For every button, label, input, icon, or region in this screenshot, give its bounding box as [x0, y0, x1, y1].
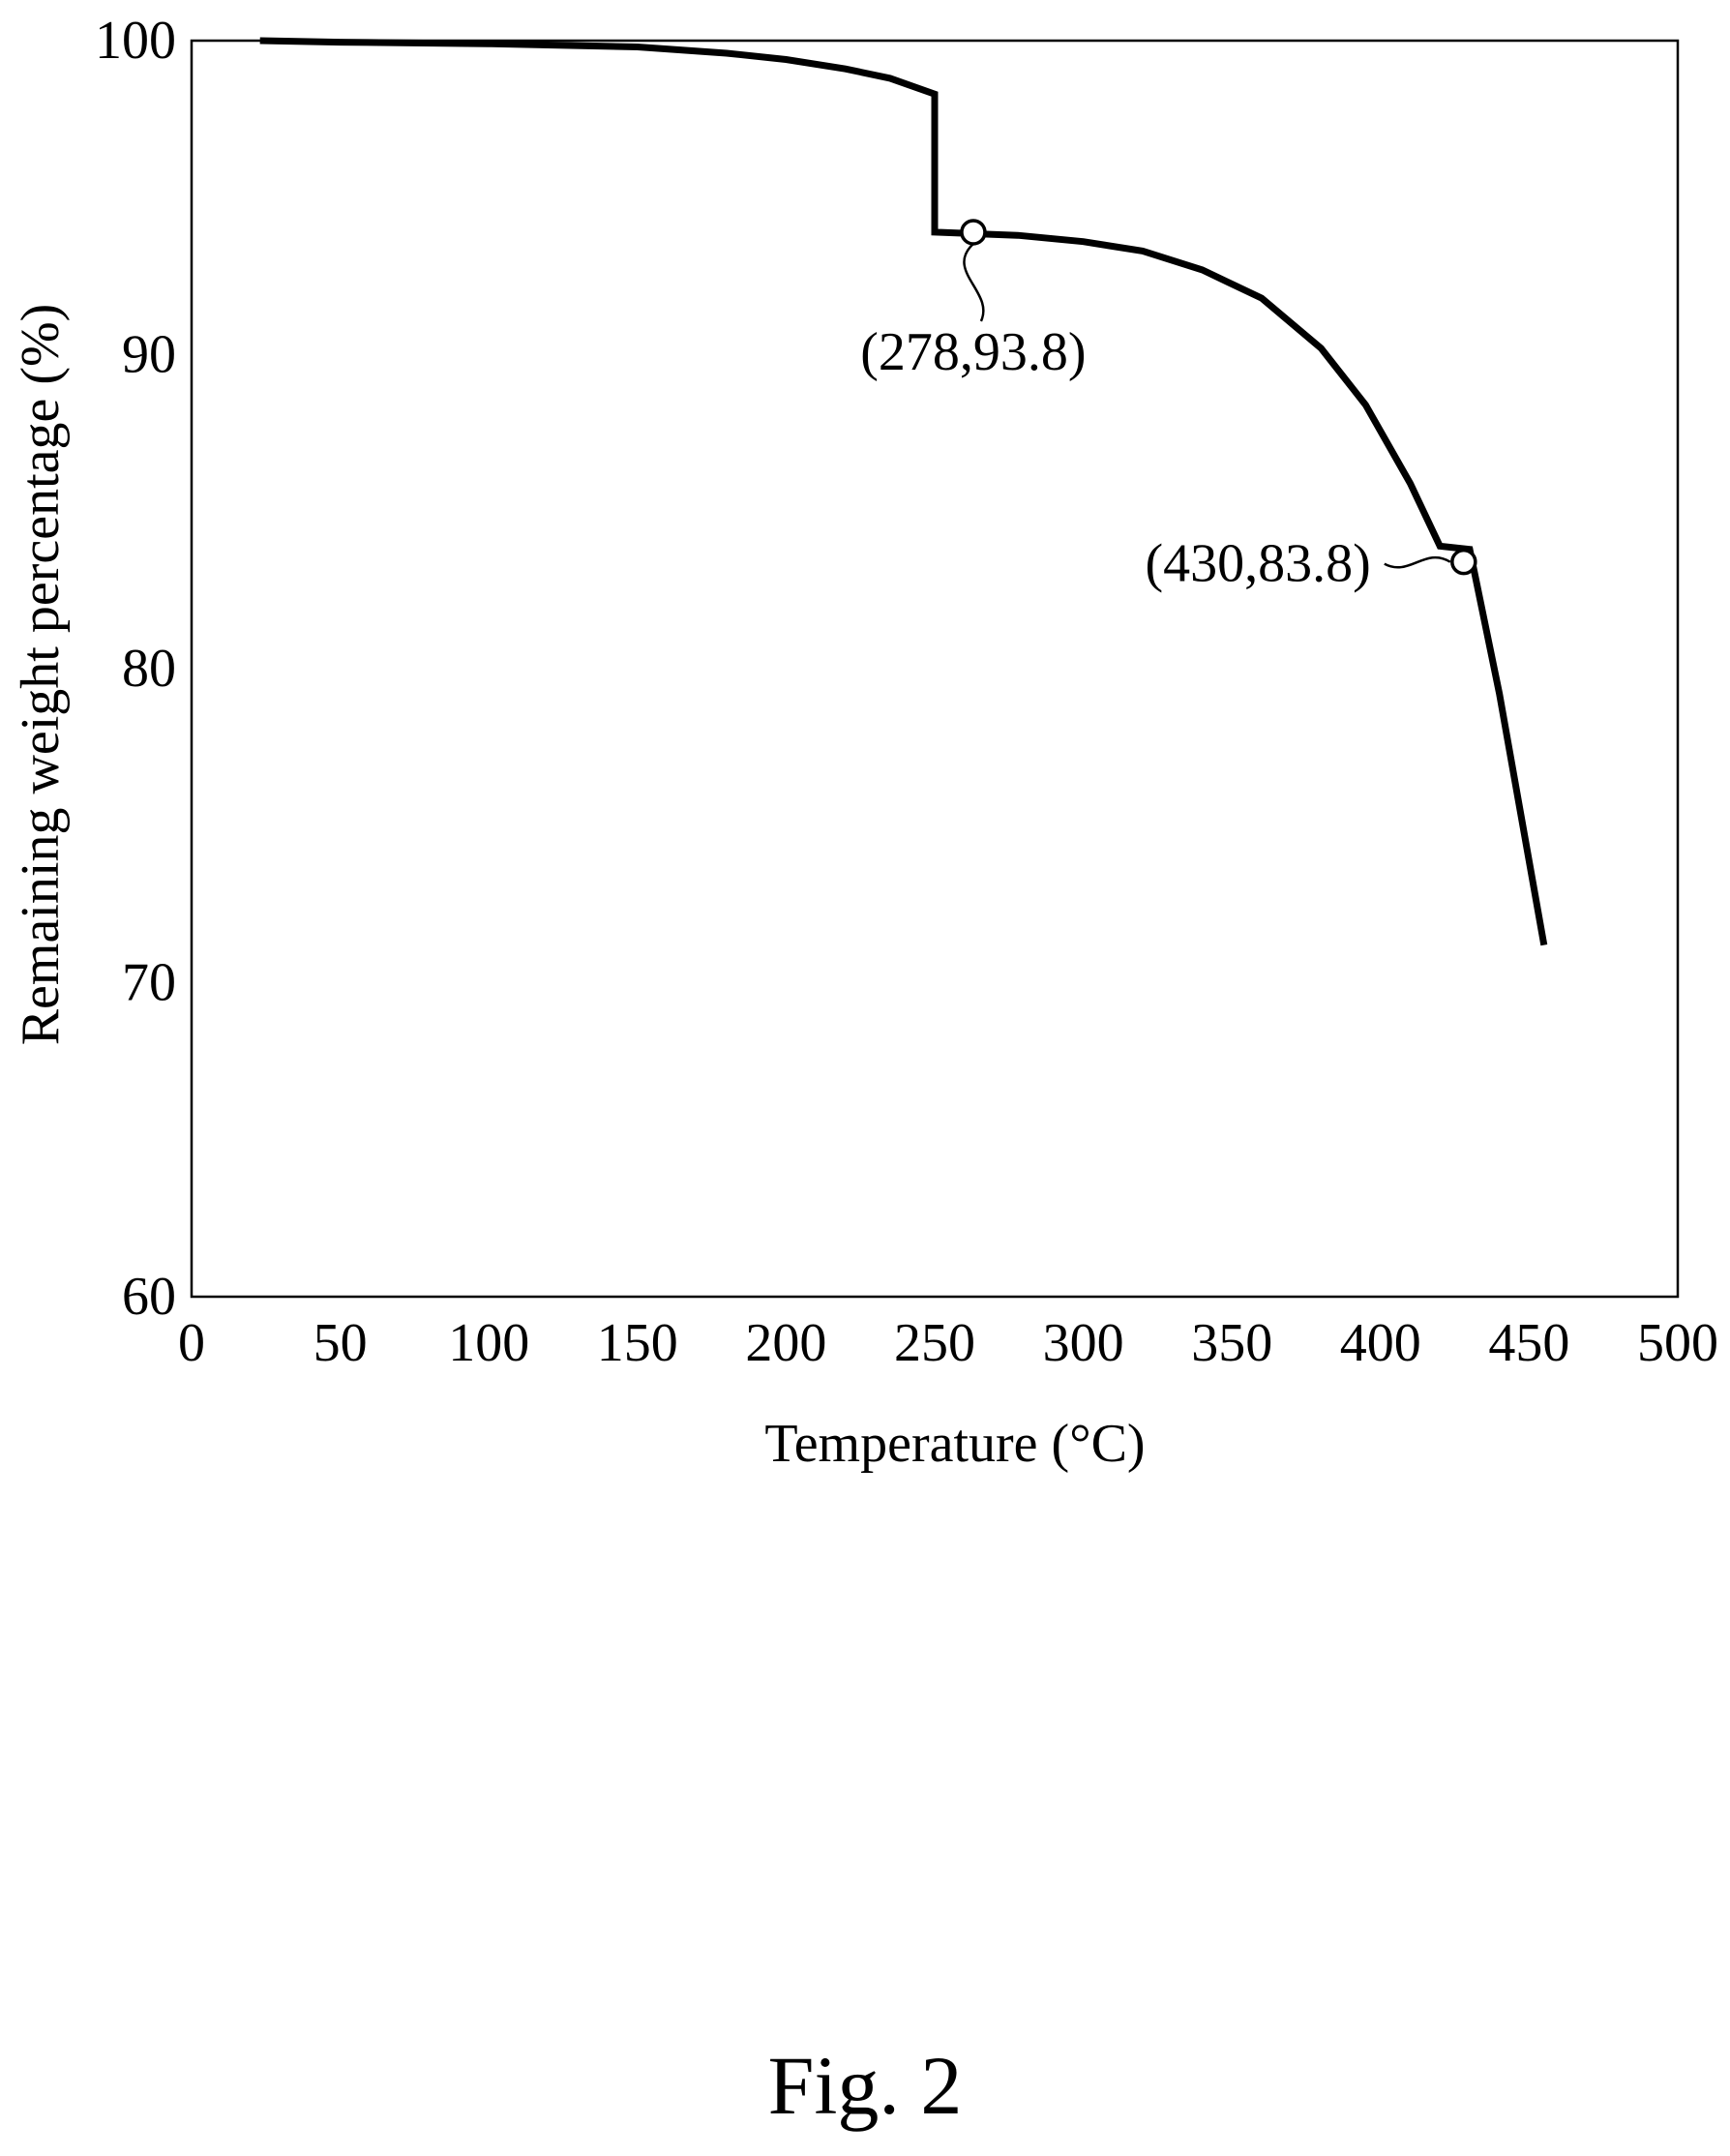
y-tick-labels: 60 70 80 90 100: [95, 11, 176, 1327]
x-tick-label: 500: [1637, 1313, 1718, 1373]
annotation-marker: [1450, 548, 1477, 576]
x-tick-label: 300: [1043, 1313, 1124, 1373]
x-tick-label: 450: [1488, 1313, 1569, 1373]
annotations: (278,93.8) (430,83.8): [860, 219, 1477, 594]
x-tick-label: 50: [313, 1313, 368, 1373]
annotation-leader: [1384, 555, 1451, 569]
y-tick-label: 80: [122, 639, 176, 699]
y-tick-label: 60: [122, 1267, 176, 1327]
y-tick-label: 100: [95, 11, 176, 71]
y-axis-title: Remaining weight percentage (%): [11, 304, 71, 1046]
chart: 60 70 80 90 100 0 50 100 150 200 250 300 350 400 450 5…: [11, 11, 1718, 1474]
x-tick-label: 200: [745, 1313, 826, 1373]
plot-frame: [190, 39, 1680, 1299]
x-tick-label: 150: [597, 1313, 678, 1373]
figure-caption: Fig. 2: [767, 2039, 963, 2132]
y-tick-label: 70: [122, 953, 176, 1013]
annotation-marker: [960, 219, 987, 246]
x-tick-label: 350: [1191, 1313, 1272, 1373]
x-axis-title: Temperature (°C): [764, 1414, 1145, 1474]
y-tick-label: 90: [122, 325, 176, 385]
x-tick-label: 400: [1340, 1313, 1421, 1373]
series-line: [259, 37, 1548, 946]
x-tick-labels: 0 50 100 150 200 250 300 350 400 450 500: [178, 1313, 1718, 1373]
x-tick-label: 0: [178, 1313, 205, 1373]
x-tick-label: 250: [894, 1313, 975, 1373]
x-tick-label: 100: [448, 1313, 529, 1373]
annotation-label: (430,83.8): [1146, 534, 1371, 594]
annotation-label: (278,93.8): [860, 322, 1086, 382]
annotation-leader: [963, 243, 985, 322]
